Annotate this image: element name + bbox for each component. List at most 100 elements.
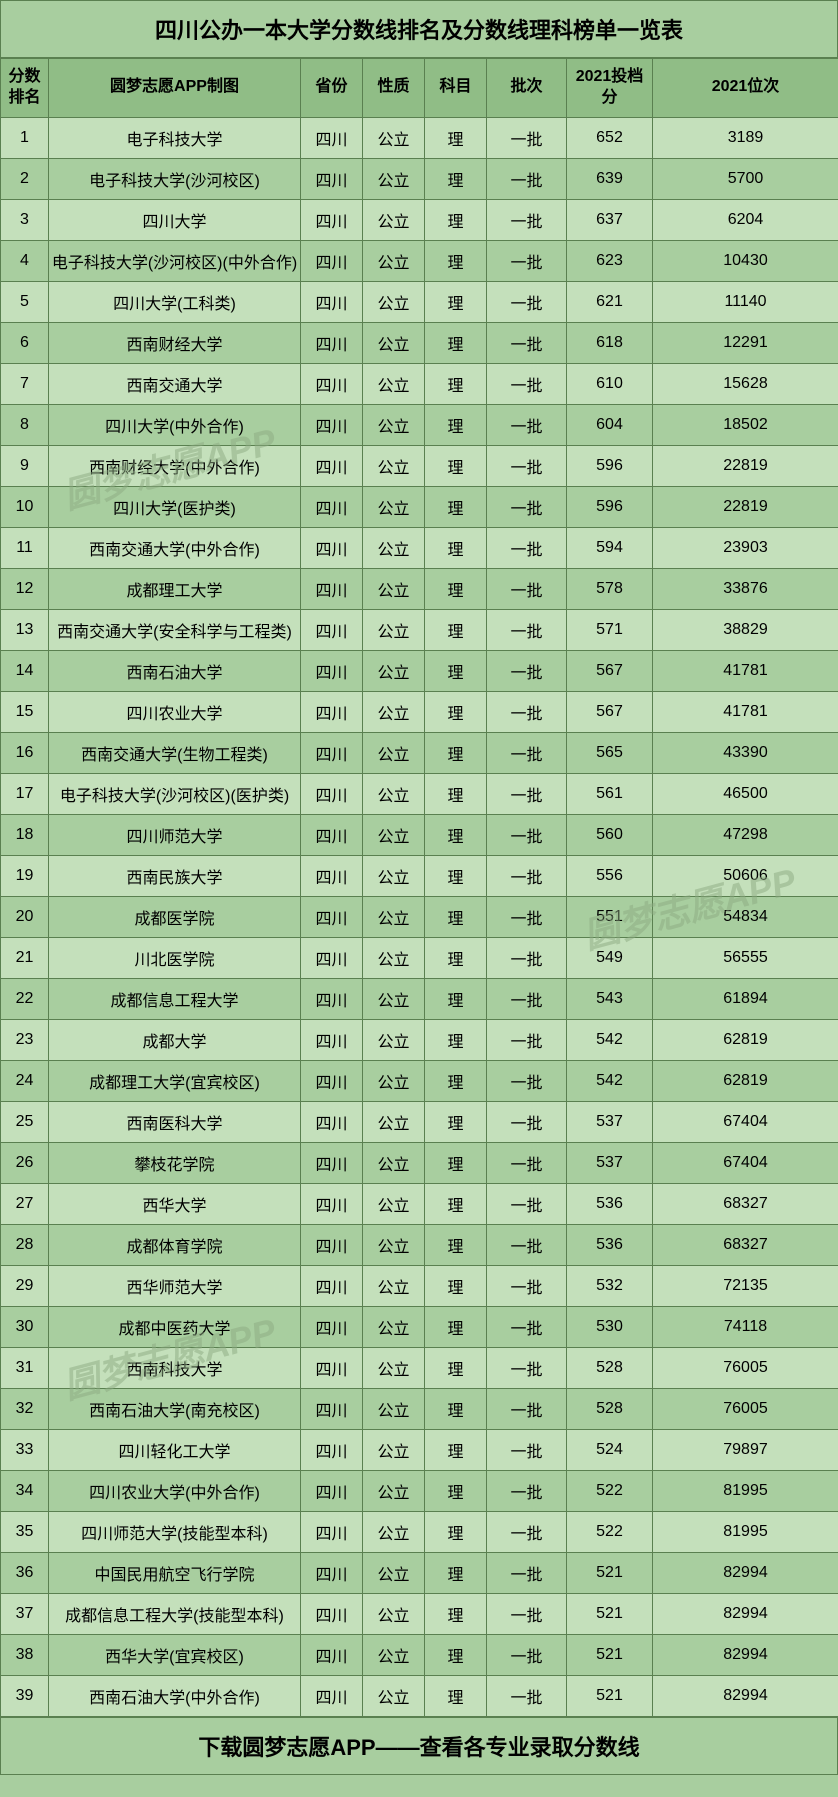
- cell-batch: 一批: [487, 1142, 567, 1183]
- cell-nature: 公立: [363, 1347, 425, 1388]
- cell-name: 四川师范大学: [49, 814, 301, 855]
- cell-position: 82994: [653, 1552, 838, 1593]
- cell-province: 四川: [301, 978, 363, 1019]
- cell-batch: 一批: [487, 158, 567, 199]
- cell-province: 四川: [301, 158, 363, 199]
- cell-province: 四川: [301, 1511, 363, 1552]
- cell-province: 四川: [301, 363, 363, 404]
- cell-nature: 公立: [363, 773, 425, 814]
- cell-name: 四川轻化工大学: [49, 1429, 301, 1470]
- header-rank: 分数排名: [1, 59, 49, 118]
- cell-province: 四川: [301, 445, 363, 486]
- cell-nature: 公立: [363, 281, 425, 322]
- cell-province: 四川: [301, 1470, 363, 1511]
- cell-position: 82994: [653, 1675, 838, 1716]
- cell-nature: 公立: [363, 1388, 425, 1429]
- cell-position: 41781: [653, 650, 838, 691]
- cell-batch: 一批: [487, 1470, 567, 1511]
- cell-province: 四川: [301, 1552, 363, 1593]
- cell-subject: 理: [425, 1060, 487, 1101]
- cell-nature: 公立: [363, 1634, 425, 1675]
- cell-name: 成都理工大学(宜宾校区): [49, 1060, 301, 1101]
- table-row: 31西南科技大学四川公立理一批52876005: [1, 1347, 838, 1388]
- cell-position: 18502: [653, 404, 838, 445]
- cell-score: 621: [567, 281, 653, 322]
- table-row: 1电子科技大学四川公立理一批6523189: [1, 117, 838, 158]
- cell-score: 623: [567, 240, 653, 281]
- cell-subject: 理: [425, 486, 487, 527]
- cell-position: 6204: [653, 199, 838, 240]
- cell-score: 521: [567, 1593, 653, 1634]
- cell-batch: 一批: [487, 732, 567, 773]
- cell-position: 5700: [653, 158, 838, 199]
- cell-position: 22819: [653, 486, 838, 527]
- cell-name: 西南石油大学: [49, 650, 301, 691]
- cell-name: 西南交通大学(生物工程类): [49, 732, 301, 773]
- cell-subject: 理: [425, 814, 487, 855]
- cell-name: 成都体育学院: [49, 1224, 301, 1265]
- cell-score: 652: [567, 117, 653, 158]
- cell-name: 四川农业大学(中外合作): [49, 1470, 301, 1511]
- cell-rank: 11: [1, 527, 49, 568]
- table-row: 20成都医学院四川公立理一批55154834: [1, 896, 838, 937]
- cell-position: 82994: [653, 1634, 838, 1675]
- cell-subject: 理: [425, 855, 487, 896]
- cell-score: 524: [567, 1429, 653, 1470]
- cell-name: 西南财经大学: [49, 322, 301, 363]
- cell-subject: 理: [425, 609, 487, 650]
- cell-score: 542: [567, 1060, 653, 1101]
- cell-rank: 33: [1, 1429, 49, 1470]
- cell-position: 56555: [653, 937, 838, 978]
- cell-score: 536: [567, 1183, 653, 1224]
- cell-name: 西南交通大学(安全科学与工程类): [49, 609, 301, 650]
- cell-position: 74118: [653, 1306, 838, 1347]
- cell-rank: 25: [1, 1101, 49, 1142]
- cell-batch: 一批: [487, 1675, 567, 1716]
- cell-province: 四川: [301, 1101, 363, 1142]
- cell-subject: 理: [425, 1306, 487, 1347]
- cell-position: 15628: [653, 363, 838, 404]
- cell-batch: 一批: [487, 1019, 567, 1060]
- cell-score: 537: [567, 1142, 653, 1183]
- cell-subject: 理: [425, 1388, 487, 1429]
- cell-nature: 公立: [363, 609, 425, 650]
- table-row: 10四川大学(医护类)四川公立理一批59622819: [1, 486, 838, 527]
- table-row: 22成都信息工程大学四川公立理一批54361894: [1, 978, 838, 1019]
- cell-name: 西南石油大学(中外合作): [49, 1675, 301, 1716]
- cell-nature: 公立: [363, 1224, 425, 1265]
- cell-batch: 一批: [487, 486, 567, 527]
- cell-score: 536: [567, 1224, 653, 1265]
- cell-name: 成都大学: [49, 1019, 301, 1060]
- cell-batch: 一批: [487, 1347, 567, 1388]
- footer-text: 下载圆梦志愿APP——查看各专业录取分数线: [0, 1717, 838, 1775]
- cell-name: 西南交通大学(中外合作): [49, 527, 301, 568]
- table-row: 13西南交通大学(安全科学与工程类)四川公立理一批57138829: [1, 609, 838, 650]
- cell-subject: 理: [425, 732, 487, 773]
- cell-nature: 公立: [363, 486, 425, 527]
- cell-batch: 一批: [487, 281, 567, 322]
- cell-score: 542: [567, 1019, 653, 1060]
- cell-rank: 27: [1, 1183, 49, 1224]
- cell-name: 成都理工大学: [49, 568, 301, 609]
- cell-batch: 一批: [487, 937, 567, 978]
- cell-province: 四川: [301, 1306, 363, 1347]
- cell-province: 四川: [301, 404, 363, 445]
- cell-province: 四川: [301, 773, 363, 814]
- cell-score: 618: [567, 322, 653, 363]
- cell-rank: 4: [1, 240, 49, 281]
- cell-nature: 公立: [363, 1593, 425, 1634]
- cell-nature: 公立: [363, 896, 425, 937]
- cell-position: 67404: [653, 1101, 838, 1142]
- cell-nature: 公立: [363, 978, 425, 1019]
- cell-rank: 13: [1, 609, 49, 650]
- cell-rank: 21: [1, 937, 49, 978]
- table-row: 2电子科技大学(沙河校区)四川公立理一批6395700: [1, 158, 838, 199]
- cell-batch: 一批: [487, 322, 567, 363]
- cell-name: 四川大学(中外合作): [49, 404, 301, 445]
- cell-rank: 16: [1, 732, 49, 773]
- cell-name: 西华大学(宜宾校区): [49, 1634, 301, 1675]
- cell-score: 528: [567, 1388, 653, 1429]
- cell-rank: 24: [1, 1060, 49, 1101]
- cell-batch: 一批: [487, 1060, 567, 1101]
- cell-batch: 一批: [487, 814, 567, 855]
